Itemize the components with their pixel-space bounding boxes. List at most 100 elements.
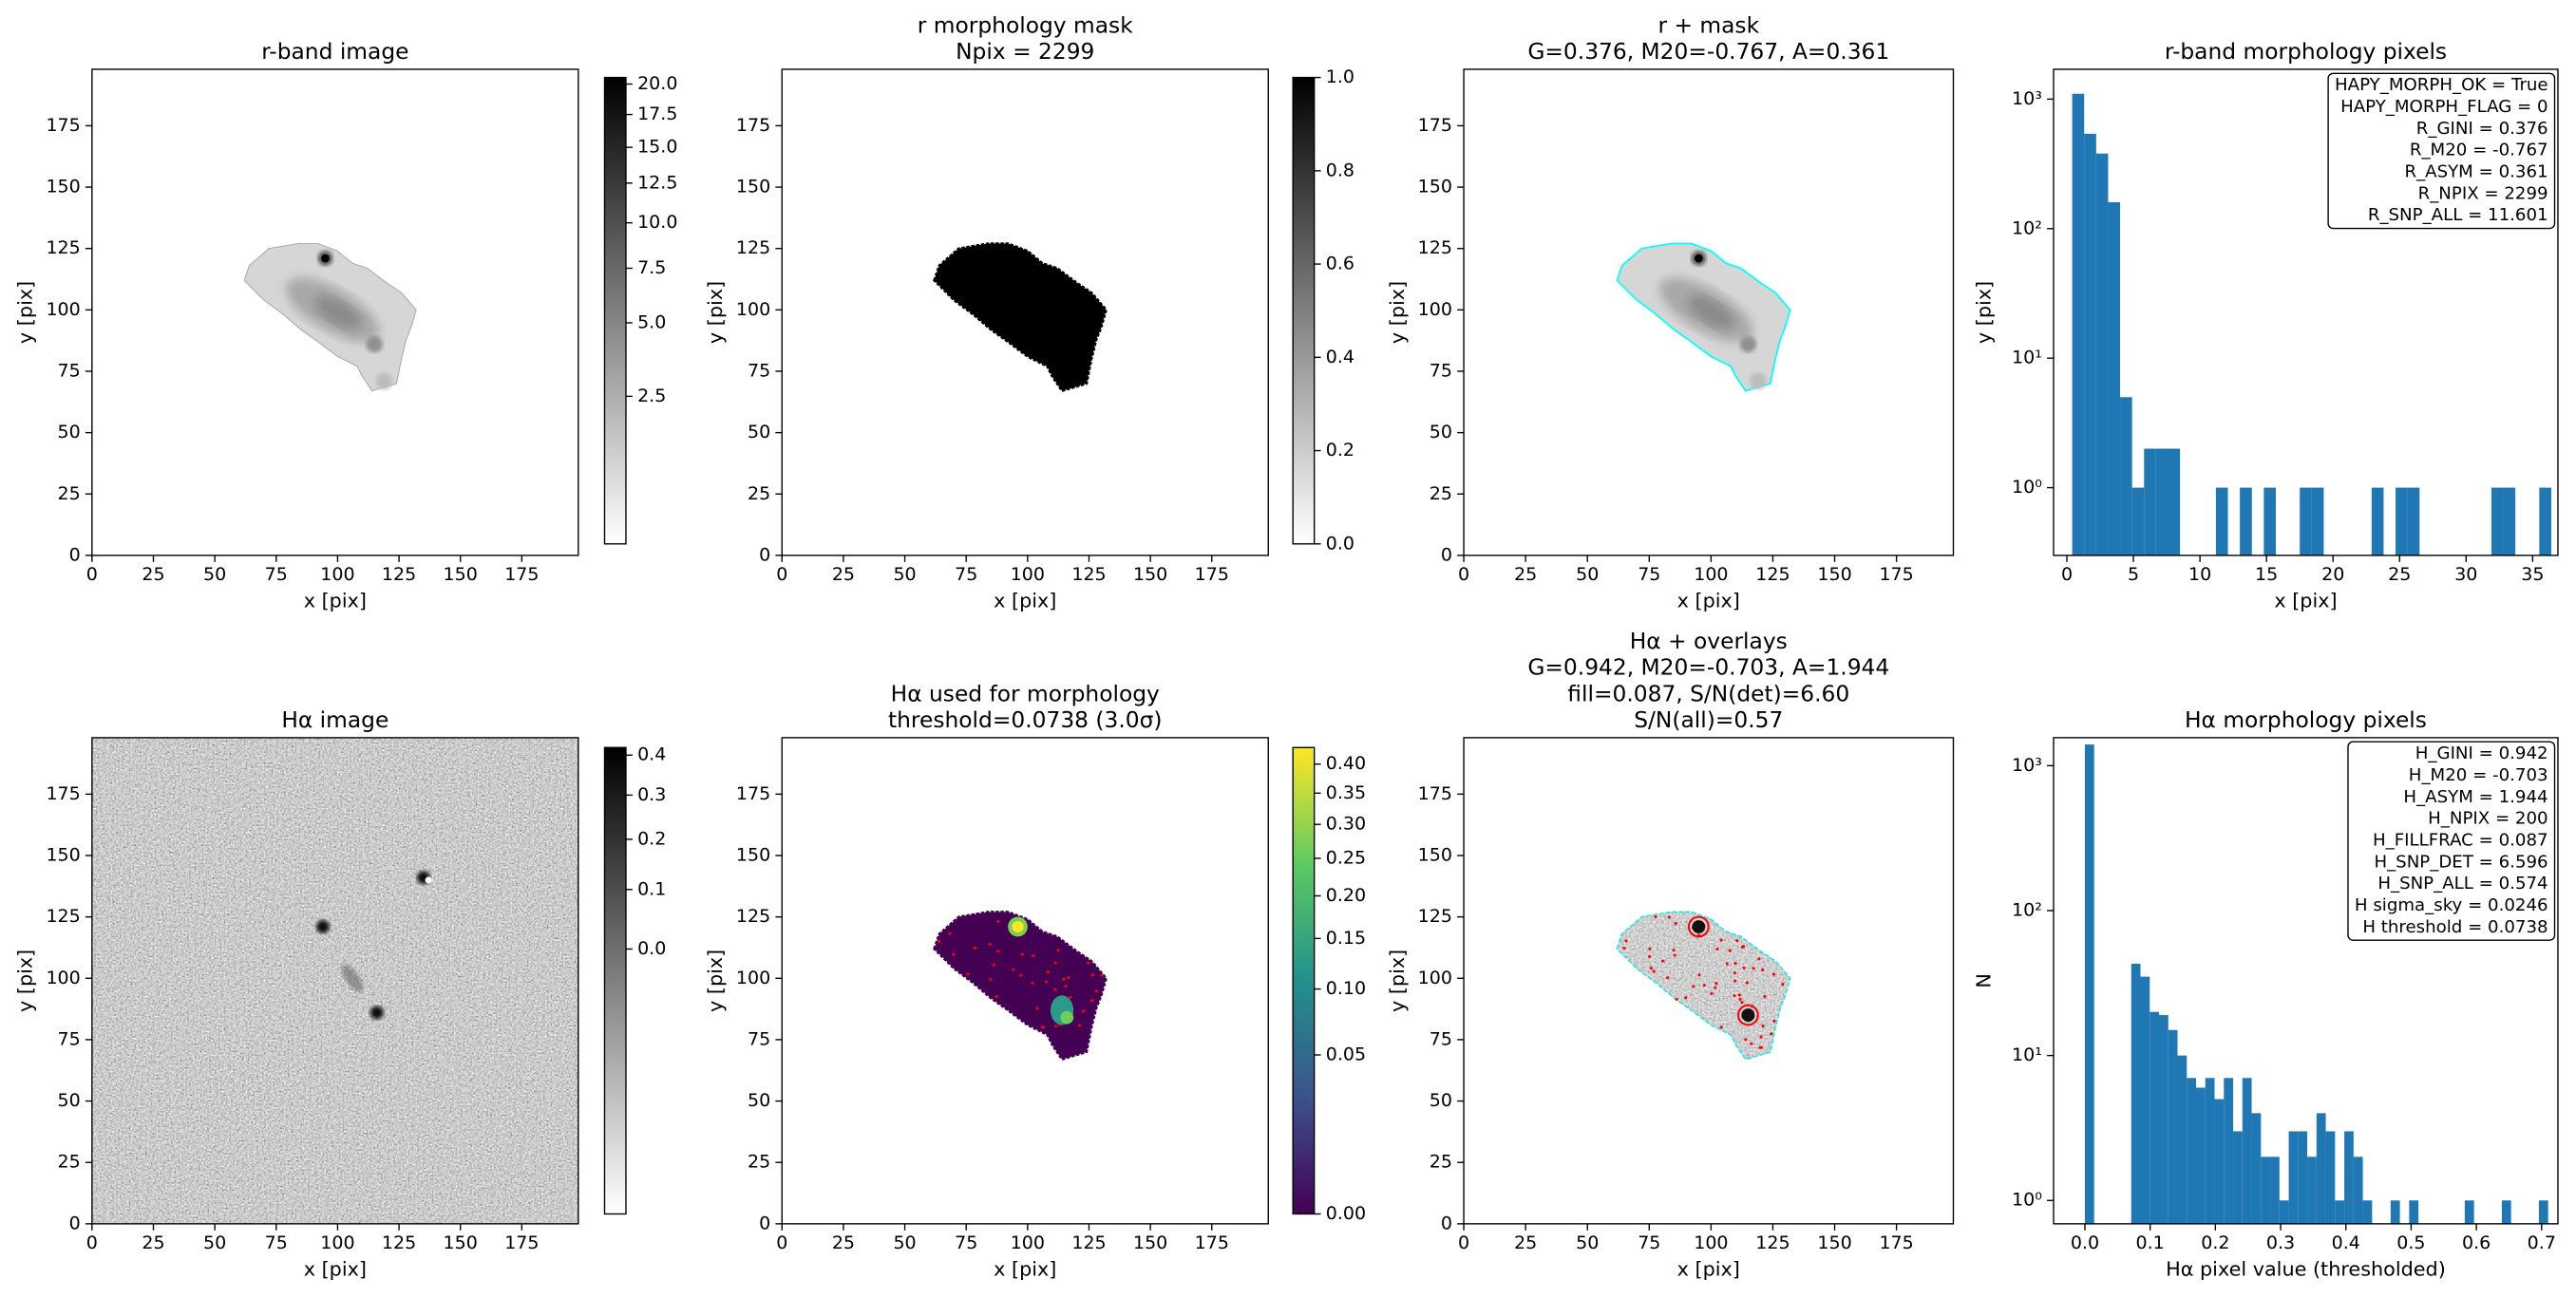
panel-title: r-band morphology pixels	[2165, 38, 2447, 65]
y-tick-label: 75	[58, 1028, 81, 1049]
y-tick-label: 50	[748, 422, 770, 442]
detected-pixel	[1046, 970, 1050, 974]
detected-pixel	[1702, 984, 1706, 988]
hist-bar	[2501, 1200, 2511, 1224]
y-tick-label: 125	[736, 906, 770, 927]
y-axis-label: N	[1972, 973, 1995, 988]
y-tick-label: 50	[58, 422, 81, 442]
y-tick-label: 0	[759, 1213, 770, 1233]
detected-pixel	[1062, 977, 1066, 981]
y-tick-label: 100	[1418, 968, 1452, 988]
x-axis-label: x [pix]	[1677, 589, 1740, 611]
detected-pixel	[1715, 947, 1719, 951]
detected-pixel	[1032, 954, 1035, 958]
star	[321, 254, 330, 263]
detected-pixel	[1031, 981, 1034, 985]
panel-title: r + mask	[1657, 11, 1759, 38]
x-tick-label: 75	[1638, 564, 1660, 585]
colorbar-tick-label: 2.5	[637, 386, 666, 406]
hist-bar	[2503, 487, 2516, 555]
colorbar-tick-label: 0.6	[1326, 254, 1354, 274]
x-tick-label: 0.1	[2136, 1232, 2165, 1253]
hist-bar	[2491, 487, 2504, 555]
colorbar-tick-label: 5.0	[637, 311, 666, 332]
y-tick-label: 10³	[2012, 88, 2042, 109]
colorbar-tick-label: 0.20	[1326, 885, 1366, 906]
x-tick-label: 150	[444, 564, 478, 585]
x-axis-label: x [pix]	[1677, 1257, 1740, 1280]
hist-bar	[2095, 153, 2109, 555]
detected-pixel	[1064, 984, 1068, 988]
y-tick-label: 75	[1430, 360, 1452, 381]
x-tick-label: 100	[1011, 564, 1045, 585]
y-tick-label: 175	[46, 783, 80, 804]
colorbar-tick-label: 0.00	[1326, 1203, 1366, 1224]
hist-bar	[2131, 487, 2145, 555]
y-tick-label: 25	[1430, 483, 1452, 504]
y-tick-label: 0	[1441, 1213, 1452, 1233]
source-ring	[1737, 1004, 1759, 1026]
x-tick-label: 15	[2255, 564, 2278, 585]
x-tick-label: 125	[1755, 1232, 1790, 1253]
panel-title: r morphology mask	[918, 11, 1133, 38]
annotation-line: H_M20 = -0.703	[2409, 765, 2548, 785]
x-axis-label: x [pix]	[304, 1257, 367, 1280]
detected-pixel	[1692, 985, 1695, 988]
x-tick-label: 175	[1879, 564, 1913, 585]
detected-pixel	[1648, 954, 1652, 958]
colorbar-tick-label: 0.25	[1326, 847, 1366, 868]
annotation-line: H_GINI = 0.942	[2415, 743, 2548, 763]
x-tick-label: 20	[2321, 564, 2344, 585]
hist-bar	[2270, 1157, 2280, 1224]
y-axis-label: y [pix]	[14, 950, 37, 1012]
x-tick-label: 100	[1694, 1232, 1728, 1253]
x-tick-label: 0	[86, 1232, 98, 1253]
axes-frame	[2053, 68, 2559, 556]
x-tick-label: 0.0	[2071, 1232, 2099, 1253]
annotation-box	[2327, 72, 2556, 230]
image	[91, 737, 578, 1224]
hist-bar	[2144, 448, 2156, 555]
detected-pixel	[1719, 1025, 1723, 1029]
hist-bar	[2298, 1131, 2308, 1224]
x-tick-label: 50	[203, 564, 226, 585]
hist-bar	[2168, 1029, 2178, 1224]
source	[369, 1006, 384, 1020]
colorbar-tick-label: 0.30	[1326, 814, 1366, 835]
x-tick-label: 10	[2188, 564, 2211, 585]
axes-frame	[781, 68, 1269, 556]
colorbar-tick-label: 0.3	[637, 784, 666, 805]
detected-pixel	[1733, 994, 1736, 998]
y-tick-label: 0	[69, 544, 81, 565]
detected-pixel	[1684, 996, 1688, 1000]
y-axis-label: y [pix]	[1386, 950, 1409, 1012]
panel-title: r-band image	[261, 38, 408, 65]
panel-title: fill=0.087, S/N(det)=6.60	[1567, 680, 1849, 706]
knot	[1739, 335, 1757, 353]
hist-bar	[2158, 1015, 2169, 1224]
x-tick-label: 75	[955, 1232, 977, 1253]
x-axis-label: x [pix]	[304, 589, 367, 611]
hist-bar	[2464, 1200, 2474, 1224]
x-tick-label: 175	[1879, 1232, 1913, 1253]
panel-title: Hα used for morphology	[891, 680, 1160, 706]
detected-pixel	[1652, 969, 1656, 973]
colorbar-tick-label: 20.0	[637, 73, 677, 94]
colorbar-tick-label: 0.35	[1326, 782, 1366, 803]
y-tick-label: 150	[1418, 845, 1452, 866]
hist-bar	[2538, 1200, 2548, 1224]
colorbar-tick-label: 0.4	[637, 744, 666, 765]
y-tick-label: 0	[759, 544, 770, 565]
hist-bar	[2233, 1131, 2243, 1224]
x-tick-label: 100	[320, 564, 354, 585]
hist-bar	[2353, 1157, 2363, 1224]
detected-pixel	[1733, 961, 1737, 965]
detected-pixel	[1624, 939, 1628, 943]
hist-bar	[2187, 1078, 2197, 1224]
y-tick-label: 50	[58, 1090, 81, 1111]
y-tick-label: 175	[1418, 783, 1452, 804]
y-tick-label: 25	[748, 483, 770, 504]
source-ring	[1687, 915, 1710, 938]
y-tick-label: 10³	[2012, 755, 2042, 776]
annotation-line: H sigma_sky = 0.0246	[2355, 895, 2548, 915]
